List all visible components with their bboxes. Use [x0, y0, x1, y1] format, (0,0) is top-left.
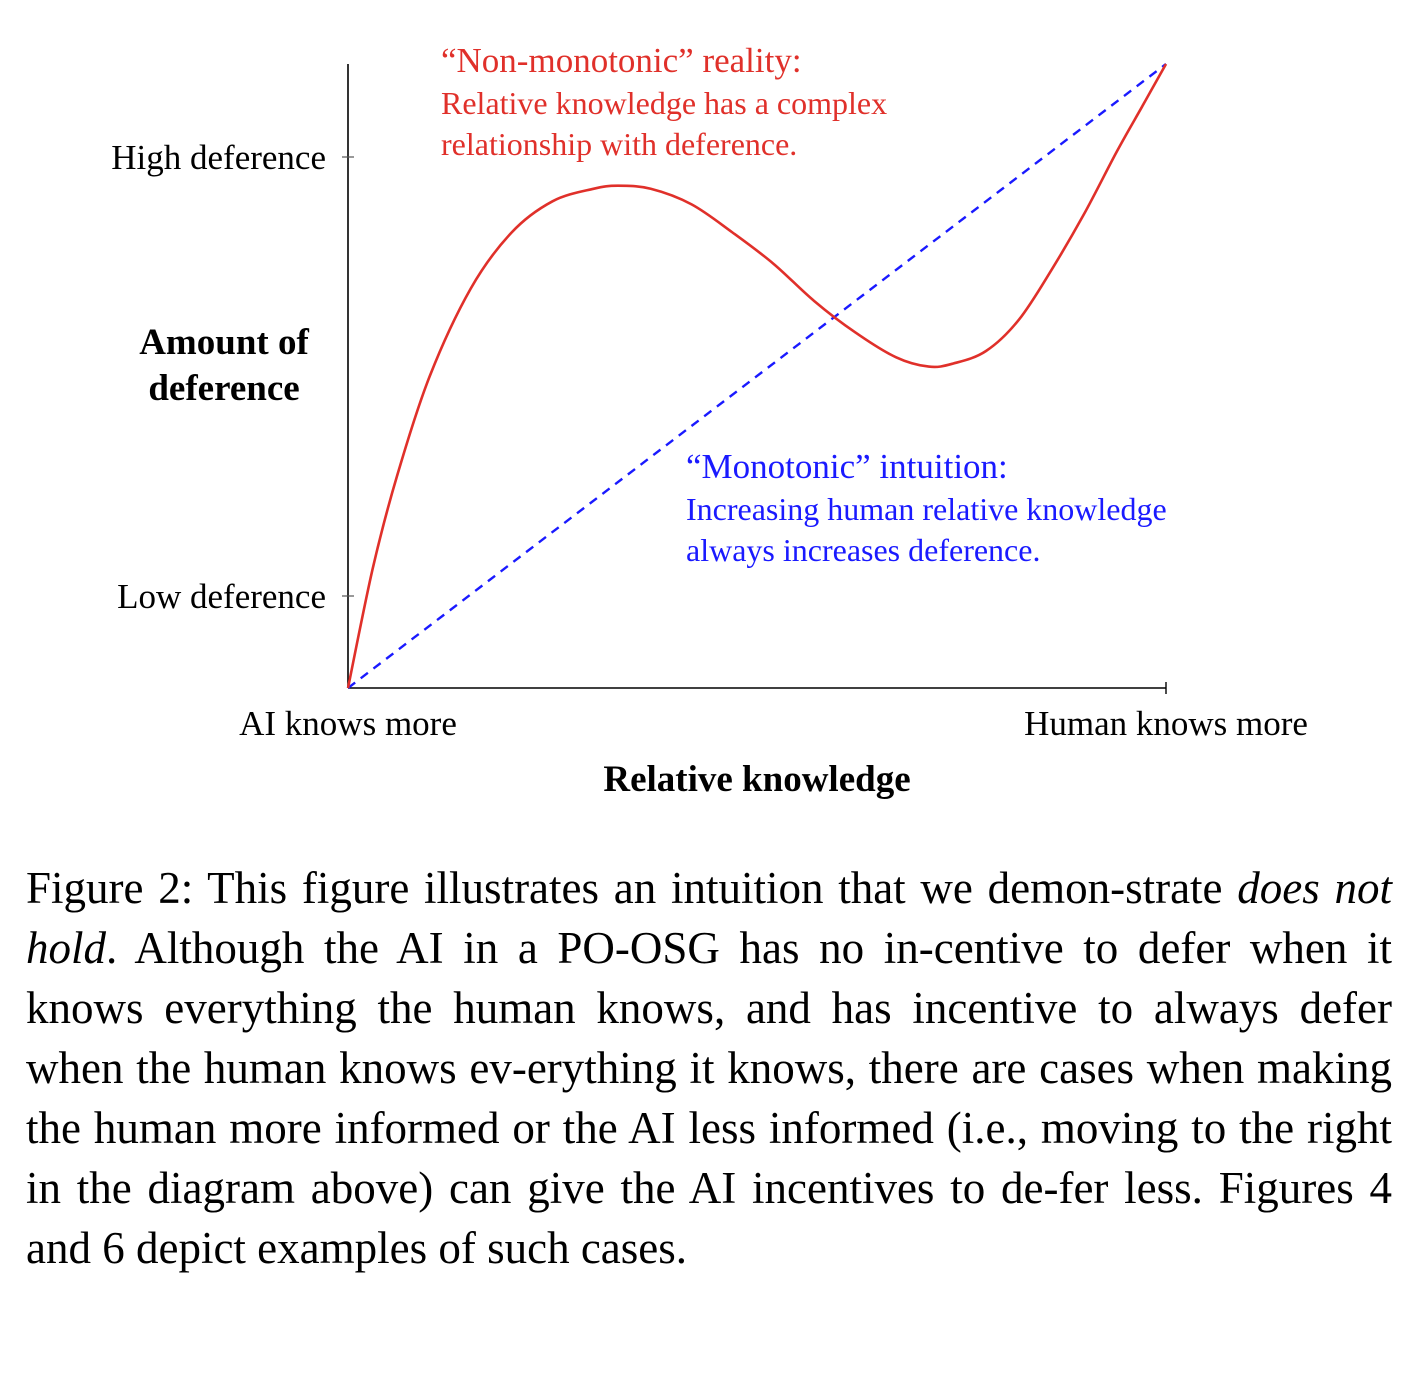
y-tick-label-low: Low deference: [117, 577, 326, 616]
y-tick-label-high: High deference: [111, 138, 326, 177]
x-tick-label-right: Human knows more: [1024, 704, 1308, 743]
y-axis-title-line-2: deference: [148, 368, 299, 409]
figure-caption: Figure 2: This figure illustrates an int…: [26, 858, 1392, 1278]
annotation-reality-line-3: relationship with deference.: [441, 126, 797, 162]
caption-text-start: Figure 2: This figure illustrates an int…: [26, 863, 1238, 913]
series-reality-line: [346, 63, 1168, 689]
figure: High deference Low deference Amount of d…: [111, 41, 1308, 800]
x-axis-title: Relative knowledge: [603, 759, 910, 800]
x-tick-label-left: AI knows more: [239, 704, 457, 743]
chart: High deference Low deference Amount of d…: [111, 41, 1308, 800]
annotation-intuition-line-2: Increasing human relative knowledge: [686, 491, 1167, 527]
annotation-intuition-line-3: always increases deference.: [686, 532, 1040, 568]
caption-text-end: . Although the AI in a PO-OSG has no in-…: [26, 923, 1392, 1273]
annotation-intuition-title: “Monotonic” intuition:: [686, 447, 1008, 486]
caption-emphasis: does not hold: [26, 863, 1392, 973]
annotation-reality-line-2: Relative knowledge has a complex: [441, 85, 887, 121]
series-intuition-line: [347, 63, 1167, 689]
annotation-reality-title: “Non-monotonic” reality:: [441, 41, 802, 80]
y-axis-title-line-1: Amount of: [139, 322, 309, 363]
